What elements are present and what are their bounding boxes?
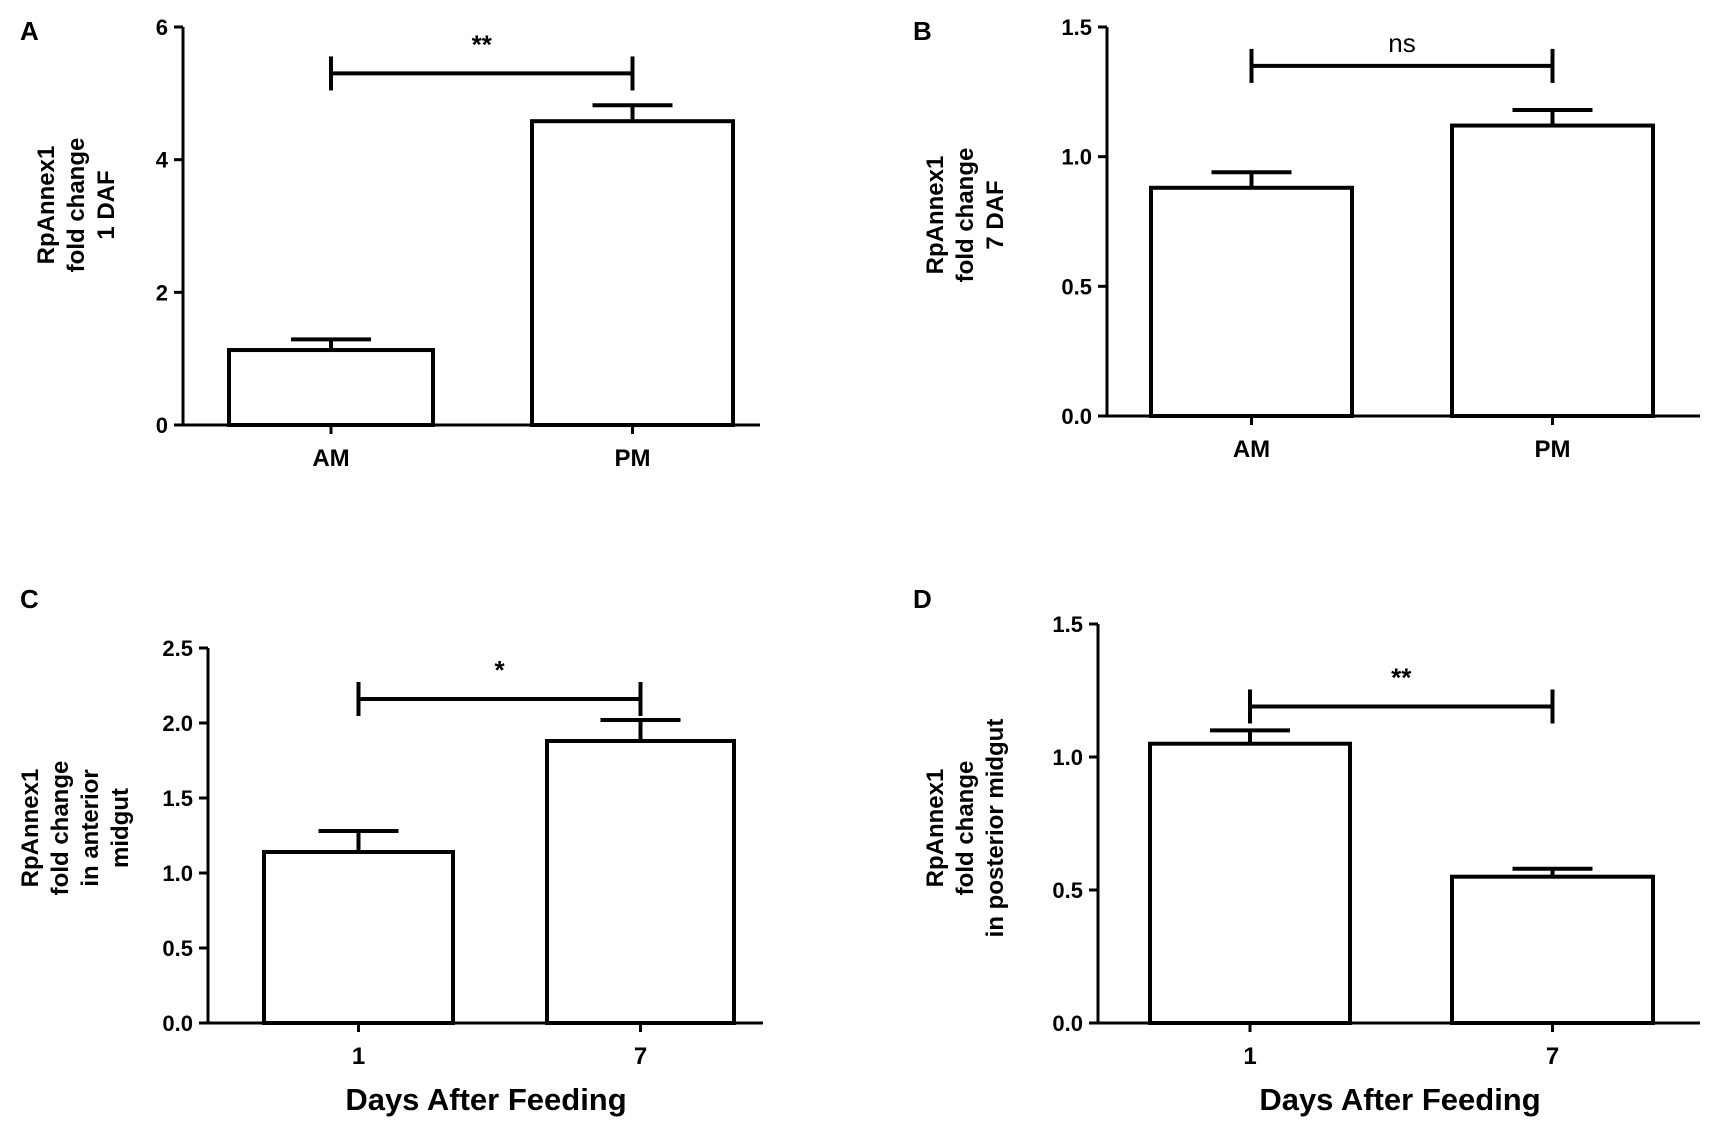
bar [1148, 741, 1352, 1025]
y-axis-title-line: fold change [952, 148, 979, 283]
panel-letter: A [20, 16, 39, 46]
y-tick-label: 0.0 [1052, 1011, 1083, 1036]
y-tick-label: 0 [156, 413, 168, 438]
panel-c: C 0.0 0.5 1.0 1.5 2.0 2.5 1 7 * RpAnnex1 fold chang… [17, 584, 763, 1117]
y-tick-label: 0.5 [1052, 878, 1083, 903]
y-tick-label: 2.0 [162, 711, 193, 736]
y-tick-label: 2.5 [162, 636, 193, 661]
y-tick-label: 1.5 [162, 786, 193, 811]
y-axis-title-line: midgut [107, 788, 134, 868]
bar [1450, 123, 1655, 419]
y-axis-title-line: RpAnnex1 [17, 769, 44, 888]
y-axis-title: RpAnnex1 fold change in anterior midgut [17, 761, 134, 896]
significance-label: ** [1391, 662, 1412, 692]
bar [227, 348, 435, 427]
category-label: AM [312, 445, 349, 472]
y-axis-title-line: in posterior midgut [982, 719, 1009, 938]
y-axis-title-line: fold change [63, 138, 90, 273]
y-axis-title-line: fold change [952, 761, 979, 896]
y-tick-label: 1.0 [162, 861, 193, 886]
panel-d: D 0.0 0.5 1.0 1.5 1 7 ** RpAnnex1 fold change in p… [913, 584, 1700, 1117]
panel-letter: D [913, 584, 932, 614]
y-axis-title: RpAnnex1 fold change in posterior midgut [922, 719, 1009, 938]
bar [530, 119, 735, 428]
significance-label: ns [1388, 28, 1415, 58]
category-label: PM [615, 445, 651, 472]
y-axis-title-line: 7 DAF [982, 180, 1009, 249]
y-tick-label: 6 [156, 15, 168, 40]
y-axis-title-line: RpAnnex1 [922, 769, 949, 888]
y-axis-title-line: fold change [47, 761, 74, 896]
y-axis-title-line: 1 DAF [93, 170, 120, 239]
bar [1149, 185, 1354, 418]
significance-label: * [494, 655, 505, 685]
y-tick-label: 0.0 [162, 1011, 193, 1036]
bar [545, 739, 736, 1025]
panel-letter: B [913, 16, 932, 46]
y-axis-title-line: RpAnnex1 [33, 146, 60, 265]
bar [1450, 874, 1655, 1026]
x-axis-title: Days After Feeding [1259, 1082, 1540, 1117]
category-label: 7 [634, 1043, 647, 1070]
category-label: 7 [1546, 1043, 1559, 1070]
y-tick-label: 0.0 [1061, 404, 1092, 429]
y-axis-title-line: in anterior [77, 769, 104, 886]
category-label: PM [1535, 436, 1571, 463]
y-tick-label: 4 [156, 148, 169, 173]
y-tick-label: 0.5 [1061, 274, 1092, 299]
x-axis-title: Days After Feeding [345, 1082, 626, 1117]
y-tick-label: 1.0 [1052, 745, 1083, 770]
panel-a: A 0 2 4 6 AM PM ** RpAnnex1 fold change 1 DAF [20, 15, 760, 472]
significance-label: ** [472, 29, 493, 59]
category-label: 1 [352, 1043, 365, 1070]
category-label: 1 [1243, 1043, 1256, 1070]
y-axis-title: RpAnnex1 fold change 7 DAF [922, 148, 1009, 283]
y-tick-label: 1.0 [1061, 145, 1092, 170]
y-tick-label: 1.5 [1052, 612, 1083, 637]
y-tick-label: 2 [156, 280, 168, 305]
y-tick-label: 0.5 [162, 936, 193, 961]
y-tick-label: 1.5 [1061, 15, 1092, 40]
y-axis-title: RpAnnex1 fold change 1 DAF [33, 138, 120, 273]
category-label: AM [1233, 436, 1270, 463]
bar [262, 850, 455, 1025]
panel-letter: C [20, 584, 39, 614]
y-axis-title-line: RpAnnex1 [922, 156, 949, 275]
panel-b: B 0.0 0.5 1.0 1.5 AM PM ns RpAnnex1 fold change 7 … [913, 15, 1700, 463]
